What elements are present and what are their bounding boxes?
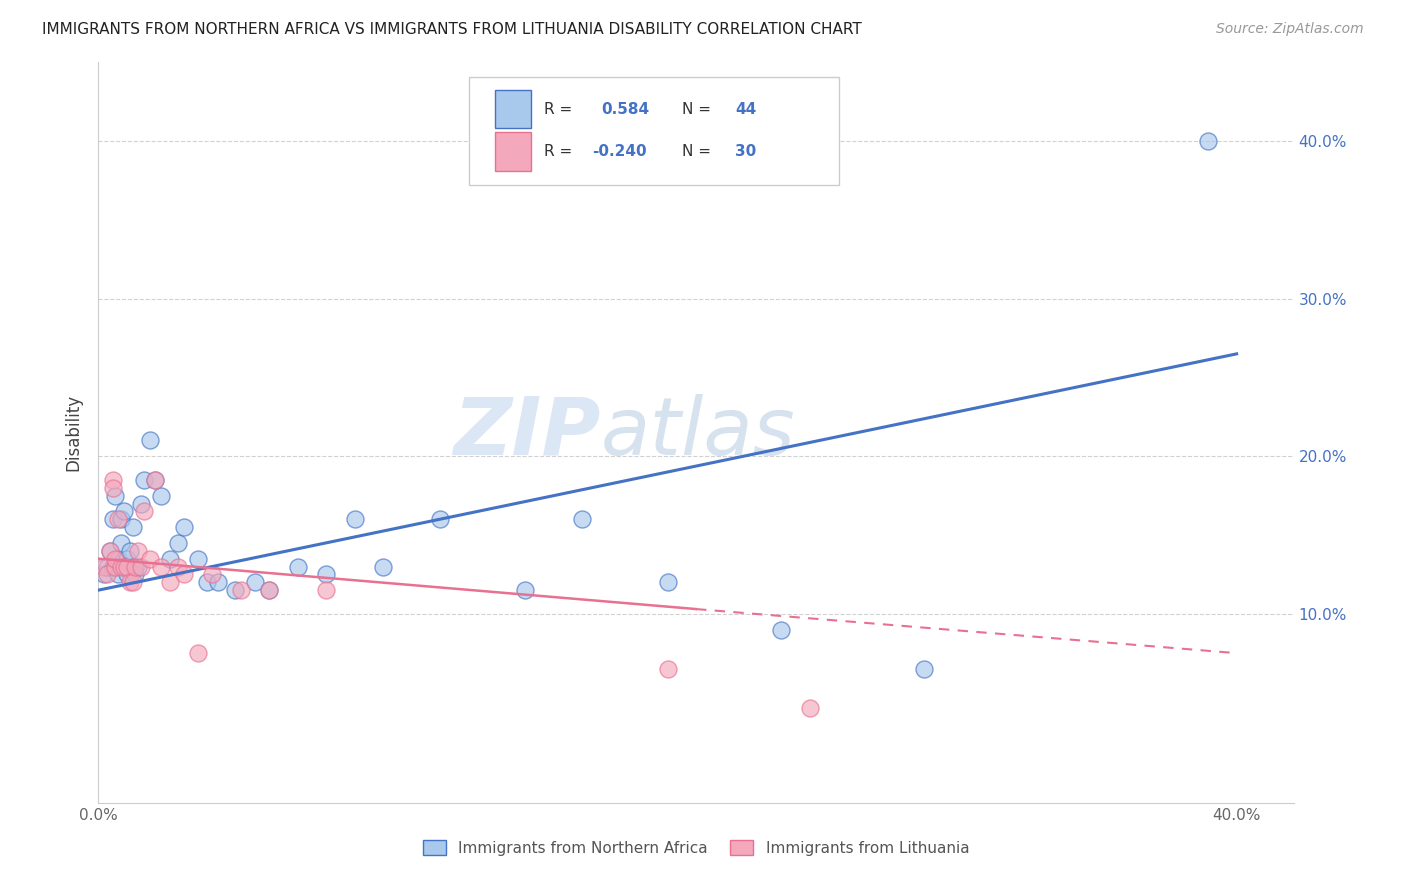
Point [124,559,146,574]
Point [173,520,195,534]
Point [143,473,166,487]
Point [98,543,121,558]
Point [118,543,141,558]
Point [315,567,337,582]
Point [257,583,280,598]
Text: 44: 44 [735,102,756,117]
Point [115,567,138,582]
Point [132,473,155,487]
Point [343,512,366,526]
Point [138,434,160,448]
Point [101,512,124,526]
Point [150,559,173,574]
Point [287,559,309,574]
Point [118,575,141,590]
Point [143,473,166,487]
Point [229,583,252,598]
Point [104,551,127,566]
Point [104,559,127,574]
FancyBboxPatch shape [470,78,839,185]
Point [371,559,394,574]
Point [159,575,181,590]
Point [912,662,935,676]
Point [224,583,246,598]
Point [173,567,195,582]
Point [112,559,135,574]
Point [315,583,337,598]
Point [107,551,129,566]
Point [96,567,118,582]
Point [110,512,132,526]
Y-axis label: Disability: Disability [65,394,83,471]
Point [167,536,190,550]
Point [121,575,143,590]
Point [129,559,152,574]
Point [207,575,229,590]
Point [187,646,209,660]
Legend: Immigrants from Northern Africa, Immigrants from Lithuania: Immigrants from Northern Africa, Immigra… [416,834,976,862]
Text: R =: R = [544,102,578,117]
Point [110,559,132,574]
Point [98,543,121,558]
Point [770,623,793,637]
Point [132,504,155,518]
Point [110,536,132,550]
Text: 30: 30 [735,144,756,159]
Point [107,512,129,526]
Point [115,559,138,574]
Text: Source: ZipAtlas.com: Source: ZipAtlas.com [1216,22,1364,37]
Point [657,662,679,676]
Point [124,567,146,582]
Point [127,559,149,574]
Text: IMMIGRANTS FROM NORTHERN AFRICA VS IMMIGRANTS FROM LITHUANIA DISABILITY CORRELAT: IMMIGRANTS FROM NORTHERN AFRICA VS IMMIG… [42,22,862,37]
Point [93,559,115,574]
Point [104,559,127,574]
Point [657,575,679,590]
Point [96,559,118,574]
Text: atlas: atlas [600,393,796,472]
Text: ZIP: ZIP [453,393,600,472]
FancyBboxPatch shape [495,90,531,128]
Point [112,504,135,518]
Point [107,567,129,582]
Point [1197,134,1219,148]
Point [187,551,209,566]
Point [201,567,224,582]
Text: R =: R = [544,144,578,159]
Point [138,551,160,566]
Point [159,551,181,566]
Point [515,583,537,598]
Point [129,496,152,510]
Point [257,583,280,598]
Point [150,489,173,503]
Point [571,512,593,526]
Point [115,551,138,566]
Point [101,473,124,487]
Point [121,520,143,534]
Point [121,559,143,574]
Point [243,575,266,590]
Point [167,559,190,574]
Text: N =: N = [682,144,716,159]
Point [127,543,149,558]
Point [104,489,127,503]
Point [429,512,451,526]
Point [195,575,218,590]
Text: 0.584: 0.584 [602,102,650,117]
FancyBboxPatch shape [495,132,531,170]
Point [799,701,821,715]
Point [93,567,115,582]
Text: -0.240: -0.240 [592,144,647,159]
Point [101,559,124,574]
Text: N =: N = [682,102,716,117]
Point [101,481,124,495]
